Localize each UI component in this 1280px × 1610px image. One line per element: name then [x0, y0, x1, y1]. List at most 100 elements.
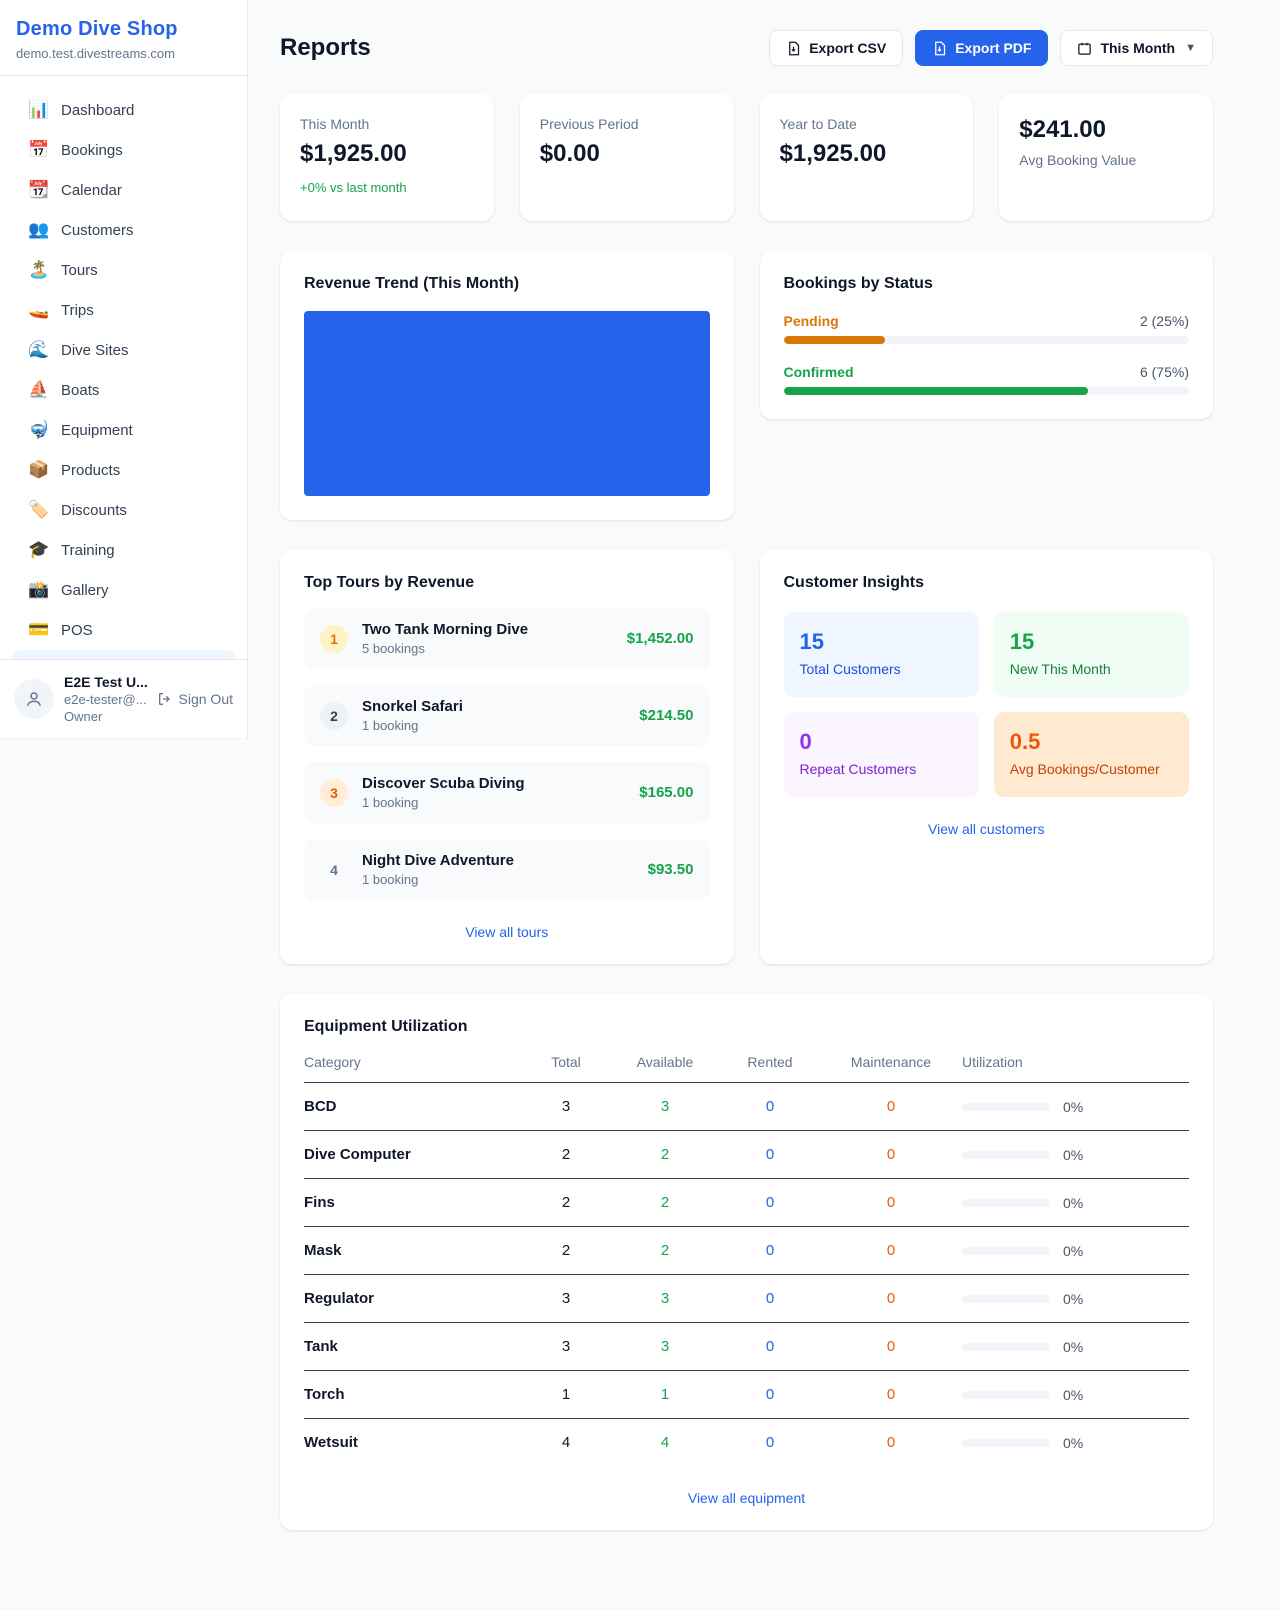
tile-value: 0	[799, 729, 812, 754]
utilization-label: 0%	[1063, 1194, 1084, 1211]
utilization-label: 0%	[1063, 1386, 1084, 1403]
sidebar-item-customers[interactable]: 👥 Customers	[12, 210, 235, 250]
tile-value: 15	[1009, 629, 1035, 654]
view-all-tours-link[interactable]: View all tours	[465, 924, 549, 940]
tour-name: Two Tank Morning Dive	[362, 621, 529, 638]
view-all-equipment-link[interactable]: View all equipment	[687, 1490, 806, 1506]
sign-out-button[interactable]: Sign Out	[157, 691, 233, 707]
table-row: Fins 2 2 0 0 0%	[304, 1179, 1189, 1227]
tile-label: New This Month	[1009, 661, 1111, 677]
cell-category: Tank	[304, 1323, 522, 1371]
period-dropdown-value: This Month	[1100, 40, 1176, 56]
cell-available: 4	[660, 1434, 670, 1451]
sidebar-item-label: Bookings	[61, 141, 123, 159]
stat-label: Year to Date	[779, 116, 857, 132]
user-email: e2e-tester@...	[64, 692, 147, 707]
tour-name: Night Dive Adventure	[362, 852, 514, 869]
sidebar-item-label: Discounts	[61, 501, 127, 519]
tour-bookings: 5 bookings	[362, 641, 425, 656]
sidebar-item-dashboard[interactable]: 📊 Dashboard	[12, 90, 235, 130]
insights-row: Top Tours by Revenue 1 Two Tank Morning …	[280, 550, 1213, 964]
cell-available: 2	[610, 1227, 720, 1275]
main-content: Reports Export CSV	[248, 0, 1280, 1580]
stat-card-year-to-date: Year to Date $1,925.00	[759, 94, 974, 221]
tour-name: Snorkel Safari	[362, 698, 463, 715]
view-all-customers-link[interactable]: View all customers	[928, 821, 1045, 837]
status-row-pending: Pending 2 (25%)	[783, 313, 1189, 344]
tour-name: Discover Scuba Diving	[362, 775, 525, 792]
customer-insights-title: Customer Insights	[783, 574, 924, 591]
utilization-label: 0%	[1063, 1098, 1084, 1115]
cell-rented: 0	[720, 1323, 820, 1371]
diving-mask-icon: 🤿	[28, 420, 50, 439]
rank-badge: 4	[330, 861, 338, 878]
bar-chart-icon: 📊	[28, 100, 50, 119]
status-bar-confirmed	[783, 387, 1088, 395]
sidebar-item-label: Customers	[61, 221, 134, 239]
cell-total: 1	[522, 1371, 610, 1419]
user-meta: E2E Test U... e2e-tester@... Owner	[64, 674, 148, 724]
sidebar-item-label: Products	[61, 461, 121, 479]
status-count-pending: 2 (25%)	[1139, 313, 1189, 329]
header-actions: Export CSV Export PDF	[769, 30, 1213, 66]
cell-available: 3	[610, 1323, 720, 1371]
status-row-confirmed: Confirmed 6 (75%)	[783, 364, 1189, 395]
sidebar-item-bookings[interactable]: 📅 Bookings	[12, 130, 235, 170]
revenue-trend-title: Revenue Trend (This Month)	[304, 275, 520, 292]
cell-total: 3	[522, 1083, 610, 1131]
cell-total: 3	[522, 1275, 610, 1323]
tour-row-1: 1 Two Tank Morning Dive 5 bookings $1,45…	[304, 608, 710, 669]
cell-category: Wetsuit	[304, 1434, 358, 1451]
column-header-utilization: Utilization	[962, 1036, 1189, 1083]
tile-avg-bookings-customer: 0.5 Avg Bookings/Customer	[993, 712, 1189, 797]
sidebar-item-tours[interactable]: 🏝️ Tours	[12, 250, 235, 290]
utilization-bar-track	[962, 1246, 1050, 1255]
sidebar-item-calendar[interactable]: 📆 Calendar	[12, 170, 235, 210]
shop-domain: demo.test.divestreams.com	[16, 46, 175, 61]
page-header: Reports Export CSV	[280, 30, 1213, 66]
stat-value: $0.00	[539, 140, 600, 167]
sidebar-item-trips[interactable]: 🚤 Trips	[12, 290, 235, 330]
export-pdf-button[interactable]: Export PDF	[915, 30, 1049, 66]
user-section: E2E Test U... e2e-tester@... Owner Sign …	[0, 659, 247, 738]
sidebar-item-discounts[interactable]: 🏷️ Discounts	[12, 490, 235, 530]
page-title: Reports	[280, 34, 371, 61]
sidebar-item-products[interactable]: 📦 Products	[12, 450, 235, 490]
tour-revenue: $1,452.00	[626, 630, 694, 647]
column-header-rented: Rented	[720, 1036, 820, 1083]
cell-rented: 0	[720, 1371, 820, 1419]
rank-badge: 2	[320, 701, 348, 730]
sidebar-item-dive-sites[interactable]: 🌊 Dive Sites	[12, 330, 235, 370]
stat-delta: +0% vs last month	[300, 180, 407, 195]
table-row: Regulator 3 3 0 0 0%	[304, 1275, 1189, 1323]
sidebar-item-label: Dive Sites	[61, 341, 129, 359]
period-dropdown[interactable]: This Month ▼	[1060, 30, 1213, 66]
utilization-bar-track	[962, 1198, 1050, 1207]
utilization-label: 0%	[1063, 1434, 1084, 1451]
cell-maintenance: 0	[820, 1371, 962, 1419]
sidebar-item-gallery[interactable]: 📸 Gallery	[12, 570, 235, 610]
logout-icon	[157, 691, 173, 707]
cell-rented: 0	[720, 1275, 820, 1323]
cell-maintenance: 0	[820, 1227, 962, 1275]
file-download-icon	[786, 41, 801, 56]
sidebar-item-pos[interactable]: 💳 POS	[12, 610, 235, 650]
tile-new-this-month: 15 New This Month	[993, 612, 1189, 697]
sailboat-icon: ⛵	[28, 380, 50, 399]
sidebar-nav: 📊 Dashboard 📅 Bookings 📆 Calendar 👥 Cust…	[0, 76, 247, 650]
cell-category: Torch	[304, 1371, 522, 1419]
customer-insights-card: Customer Insights 15 Total Customers 15 …	[759, 550, 1213, 964]
rank-badge: 1	[320, 624, 348, 653]
sidebar-item-boats[interactable]: ⛵ Boats	[12, 370, 235, 410]
sidebar-item-training[interactable]: 🎓 Training	[12, 530, 235, 570]
sidebar-item-reports-partial[interactable]	[12, 650, 235, 659]
brand-block: Demo Dive Shop demo.test.divestreams.com	[0, 0, 247, 76]
sidebar-item-label: Calendar	[61, 181, 122, 199]
stat-card-this-month: This Month $1,925.00 +0% vs last month	[280, 94, 494, 221]
export-csv-button[interactable]: Export CSV	[769, 30, 904, 66]
tour-row-3: 3 Discover Scuba Diving 1 booking $165.0…	[304, 762, 710, 823]
cell-rented: 0	[720, 1227, 820, 1275]
sidebar-item-equipment[interactable]: 🤿 Equipment	[12, 410, 235, 450]
stats-row: This Month $1,925.00 +0% vs last month P…	[280, 94, 1213, 221]
user-role: Owner	[64, 709, 103, 724]
